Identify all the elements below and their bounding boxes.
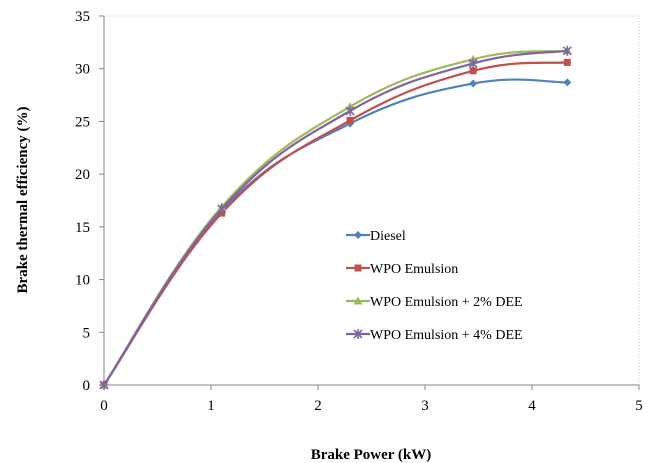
series-line [103,49,568,386]
x-tick-label: 5 [635,398,643,414]
data-point [563,58,571,66]
legend: Diesel WPO Emulsion WPO Emulsion + 2% DEE W… [346,229,523,343]
legend-marker [354,264,362,272]
y-tick-label: 5 [83,325,91,341]
series-line [103,61,568,386]
legend-label: WPO Emulsion + 2% DEE [370,295,523,310]
legend-item: Diesel [346,229,406,244]
y-tick-label: 20 [75,167,90,183]
series-layer [99,45,572,390]
legend-item: WPO Emulsion [346,262,458,277]
plot-area [103,15,640,386]
y-tick-label: 25 [75,114,90,130]
data-point [217,203,227,214]
legend-item: WPO Emulsion + 2% DEE [346,295,523,310]
axes: 0 5 10 15 20 25 30 35 0 1 2 3 4 5 [75,9,643,414]
data-point [345,105,355,116]
legend-item: WPO Emulsion + 4% DEE [346,328,523,343]
data-point [562,45,572,56]
y-tick-label: 10 [75,273,90,289]
data-point [563,78,572,87]
y-tick-label: 35 [75,9,90,25]
x-tick-label: 1 [207,398,215,414]
data-point [346,116,354,124]
legend-marker [354,231,362,239]
legend-marker [353,329,363,339]
y-tick-label: 15 [75,220,90,236]
legend-marker [353,296,363,305]
x-tick-label: 0 [100,398,108,414]
x-tick-label: 2 [314,398,322,414]
y-tick-label: 0 [83,378,91,394]
legend-label: WPO Emulsion [370,262,458,277]
data-point [469,67,477,75]
data-point [469,79,478,88]
legend-label: WPO Emulsion + 4% DEE [370,328,523,343]
data-point [99,380,109,390]
legend-label: Diesel [370,229,406,244]
series-3 [99,45,572,390]
x-axis-title: Brake Power (kW) [311,447,432,463]
data-point [468,58,478,69]
y-tick-label: 30 [75,62,90,78]
x-tick-label: 4 [528,398,536,414]
x-tick-label: 3 [421,398,429,414]
y-axis-title: Brake thermal efficiency (%) [15,106,31,293]
